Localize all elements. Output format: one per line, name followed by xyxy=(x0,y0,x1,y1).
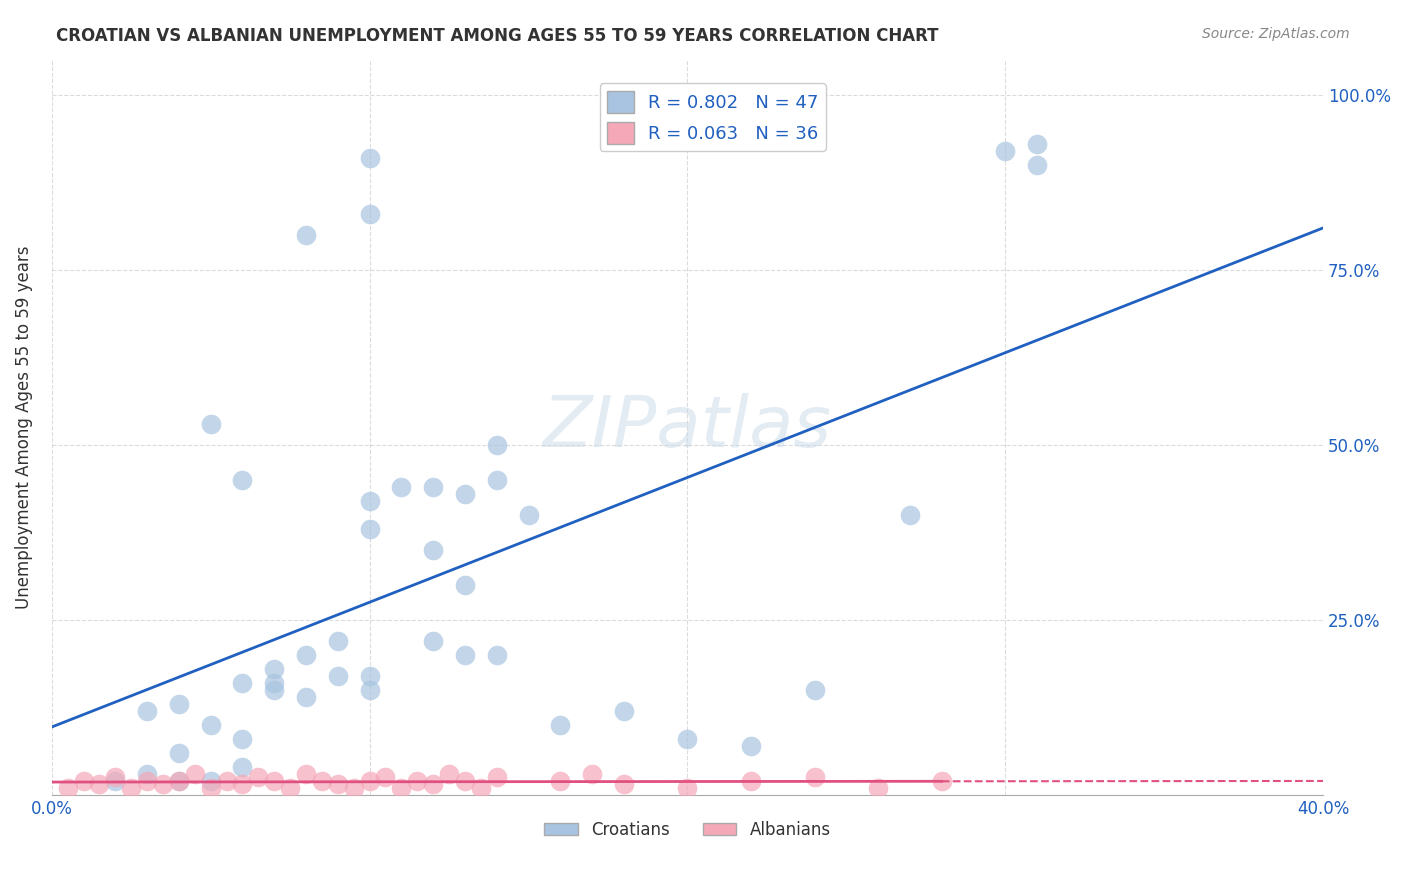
Point xyxy=(295,648,318,662)
Point xyxy=(200,717,222,731)
Point xyxy=(136,773,159,788)
Point xyxy=(295,766,318,780)
Point xyxy=(868,780,890,795)
Point xyxy=(359,773,381,788)
Point xyxy=(422,542,444,557)
Point xyxy=(136,766,159,780)
Point xyxy=(263,662,285,676)
Point xyxy=(263,773,285,788)
Point xyxy=(740,773,762,788)
Point xyxy=(437,766,460,780)
Point xyxy=(389,480,412,494)
Y-axis label: Unemployment Among Ages 55 to 59 years: Unemployment Among Ages 55 to 59 years xyxy=(15,245,32,609)
Point xyxy=(550,717,572,731)
Point xyxy=(231,731,253,746)
Text: CROATIAN VS ALBANIAN UNEMPLOYMENT AMONG AGES 55 TO 59 YEARS CORRELATION CHART: CROATIAN VS ALBANIAN UNEMPLOYMENT AMONG … xyxy=(56,27,939,45)
Point xyxy=(581,766,603,780)
Point xyxy=(167,773,190,788)
Point xyxy=(613,777,636,791)
Point xyxy=(295,227,318,242)
Point xyxy=(343,780,366,795)
Point xyxy=(359,682,381,697)
Point xyxy=(422,777,444,791)
Point xyxy=(359,522,381,536)
Point xyxy=(136,704,159,718)
Point xyxy=(613,704,636,718)
Point xyxy=(56,780,79,795)
Point xyxy=(389,780,412,795)
Point xyxy=(104,773,127,788)
Point xyxy=(263,675,285,690)
Point xyxy=(359,206,381,220)
Point xyxy=(152,777,174,791)
Point xyxy=(359,151,381,165)
Point xyxy=(454,486,477,500)
Point xyxy=(247,770,270,784)
Point xyxy=(167,773,190,788)
Point xyxy=(676,780,699,795)
Point xyxy=(326,633,349,648)
Point xyxy=(740,739,762,753)
Point xyxy=(167,746,190,760)
Point xyxy=(485,770,508,784)
Point xyxy=(231,675,253,690)
Point xyxy=(263,682,285,697)
Point xyxy=(295,690,318,704)
Point xyxy=(676,731,699,746)
Point xyxy=(89,777,111,791)
Point xyxy=(215,773,238,788)
Point xyxy=(326,668,349,682)
Point xyxy=(803,770,825,784)
Point xyxy=(517,508,540,522)
Point xyxy=(104,770,127,784)
Point xyxy=(1026,136,1049,151)
Text: ZIPatlas: ZIPatlas xyxy=(543,392,832,462)
Point xyxy=(184,766,207,780)
Point xyxy=(803,682,825,697)
Point xyxy=(550,773,572,788)
Point xyxy=(72,773,94,788)
Point xyxy=(359,493,381,508)
Text: Source: ZipAtlas.com: Source: ZipAtlas.com xyxy=(1202,27,1350,41)
Point xyxy=(470,780,492,795)
Point xyxy=(454,648,477,662)
Point xyxy=(485,437,508,451)
Point xyxy=(200,417,222,431)
Point xyxy=(200,773,222,788)
Point xyxy=(931,773,953,788)
Point xyxy=(1026,158,1049,172)
Point xyxy=(231,760,253,774)
Point xyxy=(374,770,396,784)
Point xyxy=(454,773,477,788)
Point xyxy=(422,480,444,494)
Point xyxy=(485,473,508,487)
Point xyxy=(359,668,381,682)
Point xyxy=(120,780,142,795)
Point xyxy=(326,777,349,791)
Point xyxy=(167,697,190,711)
Legend: Croatians, Albanians: Croatians, Albanians xyxy=(537,814,838,846)
Point xyxy=(231,473,253,487)
Point xyxy=(278,780,301,795)
Point xyxy=(485,648,508,662)
Point xyxy=(994,144,1017,158)
Point xyxy=(311,773,333,788)
Point xyxy=(898,508,921,522)
Point xyxy=(406,773,429,788)
Point xyxy=(454,577,477,591)
Point xyxy=(231,777,253,791)
Point xyxy=(200,780,222,795)
Point xyxy=(422,633,444,648)
